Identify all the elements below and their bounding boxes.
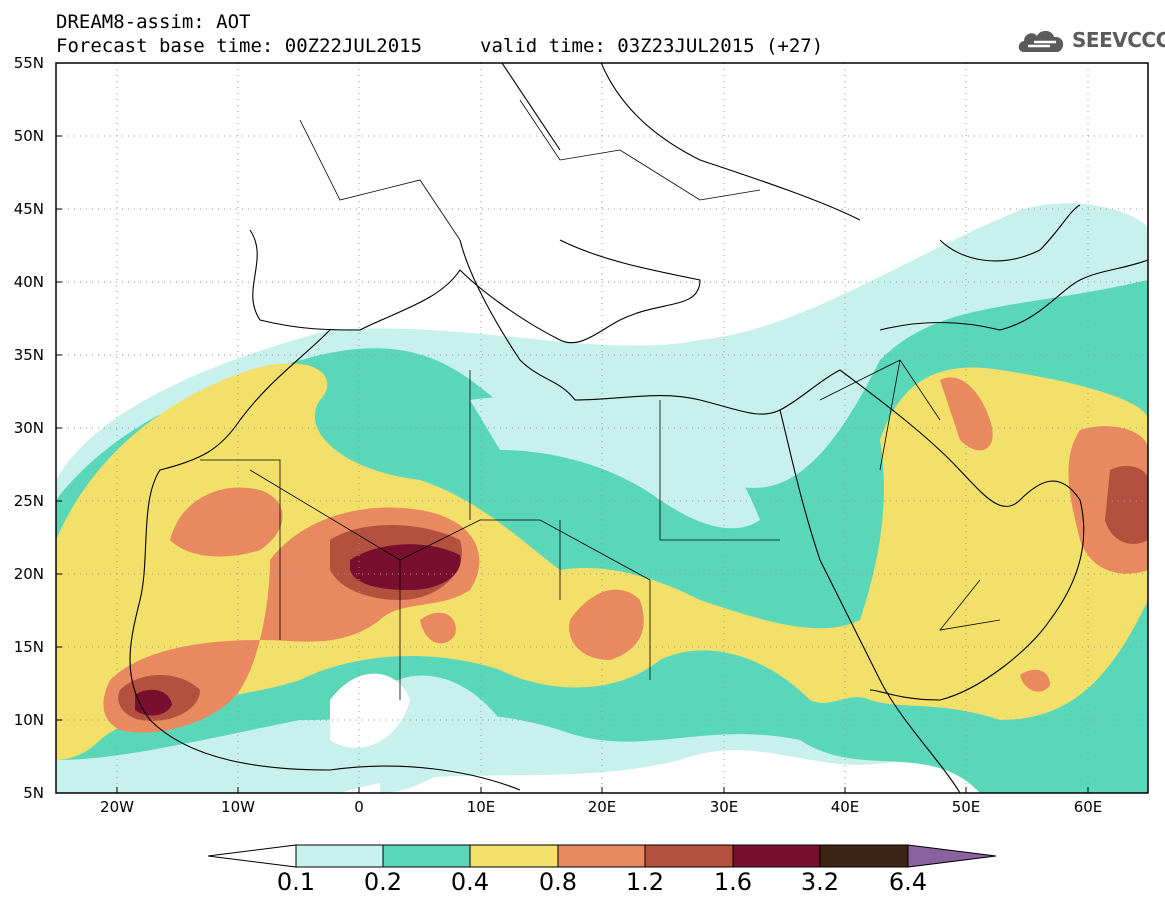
colorbar-bin-5: [644, 844, 734, 868]
lat-label: 50N: [13, 127, 44, 145]
lon-label: 0: [354, 798, 364, 816]
lon-label: 60E: [1073, 798, 1103, 816]
valid-time-text: valid time: 03Z23JUL2015 (+27): [480, 35, 824, 57]
forecast-base-time: Forecast base time: 00Z22JUL2015 valid ti…: [56, 35, 823, 57]
lat-label: 15N: [13, 638, 44, 656]
lat-label: 40N: [13, 273, 44, 291]
colorbar-high-arrow: [907, 844, 997, 868]
colorbar-label: 0.8: [538, 868, 578, 896]
colorbar-label: 1.2: [625, 868, 665, 896]
base-time-text: Forecast base time: 00Z22JUL2015: [56, 35, 423, 57]
logo-text: SEEVCCC: [1072, 28, 1165, 52]
lat-label: 35N: [13, 346, 44, 364]
lat-label: 45N: [13, 200, 44, 218]
colorbar-bin-7: [819, 844, 909, 868]
colorbar-low-arrow: [207, 844, 297, 868]
lon-label: 20W: [100, 798, 134, 816]
colorbar-bin-4: [557, 844, 646, 868]
lon-label: 50E: [951, 798, 981, 816]
country-borders: [200, 99, 1001, 700]
aot-level-0.4: [56, 363, 1148, 760]
lon-label: 10E: [466, 798, 496, 816]
seevccc-logo: SEEVCCC: [1016, 24, 1165, 56]
graticule: [56, 63, 1148, 793]
lon-label: 20E: [587, 798, 617, 816]
lon-label: 30E: [709, 798, 739, 816]
colorbar: [207, 844, 997, 868]
coastlines: [129, 63, 1148, 793]
colorbar-bin-2: [382, 844, 471, 868]
colorbar-label: 6.4: [888, 868, 928, 896]
cloud-icon: [1018, 30, 1064, 52]
colorbar-bin-3: [469, 844, 559, 868]
colorbar-bin-1: [295, 844, 384, 868]
colorbar-label: 0.1: [276, 868, 316, 896]
lat-label: 25N: [13, 492, 44, 510]
colorbar-label: 1.6: [713, 868, 753, 896]
lat-label: 10N: [13, 711, 44, 729]
aot-level-1.6: [350, 544, 461, 590]
aot-field: [56, 63, 1148, 793]
lat-label: 20N: [13, 565, 44, 583]
colorbar-label: 0.4: [450, 868, 490, 896]
lat-label: 5N: [23, 784, 44, 802]
colorbar-label: 3.2: [800, 868, 840, 896]
aot-level-0.8: [170, 487, 283, 557]
lon-label: 40E: [830, 798, 860, 816]
colorbar-bin-6: [732, 844, 821, 868]
lat-label: 55N: [13, 54, 44, 72]
colorbar-label: 0.2: [363, 868, 403, 896]
lon-label: 10W: [221, 798, 255, 816]
lat-label: 30N: [13, 419, 44, 437]
map-title: DREAM8-assim: AOT: [56, 11, 251, 33]
